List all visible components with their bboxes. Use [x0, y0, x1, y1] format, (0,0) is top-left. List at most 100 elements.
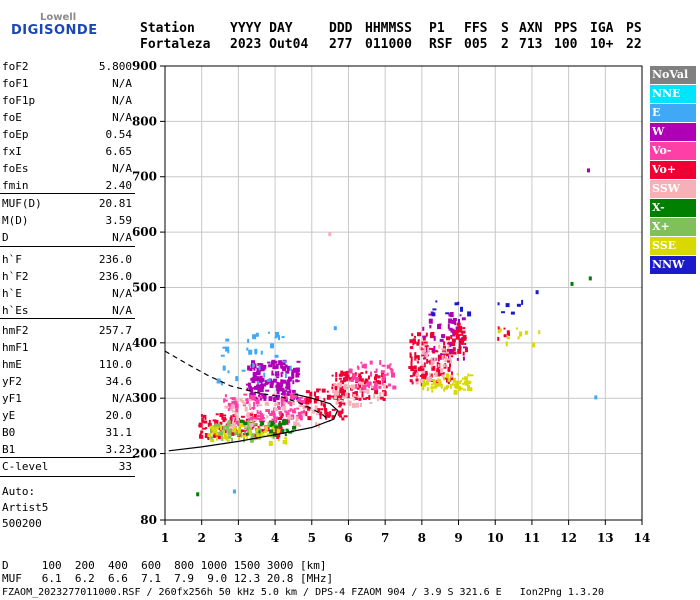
echo-point: [432, 386, 437, 389]
echo-point: [362, 397, 367, 400]
echo-point: [382, 391, 385, 395]
x-tick-label: 5: [308, 531, 316, 545]
echo-point: [462, 377, 464, 380]
echo-point: [497, 326, 500, 330]
y-tick-label: 800: [132, 114, 157, 128]
echo-point: [448, 313, 453, 317]
echo-point: [432, 381, 435, 384]
echo-point: [276, 417, 281, 420]
echo-point: [437, 356, 440, 362]
echo-point: [242, 402, 246, 406]
echo-point: [259, 413, 263, 419]
echo-point: [426, 377, 430, 380]
echo-point: [246, 387, 249, 391]
echo-point: [271, 425, 274, 430]
echo-point: [377, 384, 380, 389]
echo-point: [426, 387, 429, 392]
echo-point: [280, 426, 283, 431]
echo-point: [258, 418, 263, 423]
echo-point: [448, 318, 453, 324]
echo-point: [293, 421, 298, 427]
echo-point: [263, 372, 266, 378]
echo-point: [235, 419, 240, 425]
echo-point: [276, 382, 280, 385]
echo-point: [285, 415, 288, 418]
echo-point: [243, 393, 248, 396]
param-value: 0.54: [105, 128, 133, 141]
legend-item-x: X-: [650, 199, 696, 217]
echo-point: [227, 370, 230, 374]
echo-point: [258, 367, 263, 370]
header-ffs-label: FFS: [464, 21, 488, 36]
echo-point: [422, 335, 426, 341]
x-tick-label: 9: [454, 531, 462, 545]
echo-point: [369, 401, 373, 404]
echo-point: [337, 390, 340, 396]
echo-point: [270, 422, 275, 426]
echo-point: [268, 409, 270, 415]
x-tick-label: 7: [381, 531, 389, 545]
echo-point: [341, 399, 344, 403]
echo-point: [268, 440, 273, 446]
header-time-label: HHMMSS: [365, 21, 412, 36]
echo-point: [305, 390, 310, 394]
echo-point: [440, 383, 443, 389]
echo-point: [231, 417, 234, 420]
x-tick-label: 4: [271, 531, 279, 545]
echo-point: [292, 427, 297, 430]
echo-point: [381, 380, 384, 385]
echo-point: [220, 354, 225, 357]
echo-point: [363, 363, 367, 369]
y-tick-label: 900: [132, 59, 157, 73]
echo-point: [244, 427, 246, 430]
echo-point: [344, 373, 348, 376]
echo-point: [289, 389, 292, 394]
echo-point: [430, 383, 434, 386]
echo-point: [463, 338, 467, 341]
echo-point: [460, 306, 463, 312]
echo-point: [371, 387, 375, 391]
echo-point: [467, 311, 472, 317]
echo-point: [279, 387, 284, 392]
echo-point: [301, 400, 306, 404]
echo-point: [259, 410, 262, 413]
echo-point: [343, 384, 348, 389]
echo-point: [454, 330, 458, 333]
echo-point: [338, 405, 342, 408]
echo-point: [259, 375, 263, 379]
echo-point: [241, 400, 245, 404]
echo-point: [462, 334, 467, 338]
echo-point: [240, 432, 243, 438]
echo-point: [431, 365, 436, 371]
echo-point: [358, 383, 362, 389]
echo-point: [210, 428, 213, 434]
echo-point: [379, 396, 384, 400]
echo-point: [247, 416, 252, 421]
echo-point: [441, 334, 446, 339]
echo-point: [501, 311, 505, 314]
echo-point: [299, 415, 303, 421]
echo-point: [280, 382, 283, 385]
echo-point: [264, 425, 268, 431]
echo-point: [291, 389, 296, 393]
header-ps-label: PS: [626, 21, 642, 36]
echo-point: [464, 343, 467, 345]
param-name: M(D): [2, 214, 29, 227]
echo-point: [420, 347, 423, 351]
echo-point: [417, 367, 422, 372]
echo-point: [452, 377, 456, 383]
echo-point: [343, 377, 346, 383]
echo-point: [452, 351, 457, 355]
echo-point: [279, 430, 282, 435]
echo-point: [458, 339, 462, 345]
echo-point: [300, 410, 305, 414]
echo-point: [456, 373, 459, 376]
param-value: N/A: [112, 231, 132, 244]
echo-point: [226, 421, 231, 427]
echo-point: [426, 380, 429, 386]
echo-point: [222, 425, 226, 431]
autoscale-code: 500200: [2, 517, 42, 530]
echo-point: [464, 381, 466, 385]
echo-point: [308, 406, 313, 411]
echo-point: [439, 338, 444, 342]
